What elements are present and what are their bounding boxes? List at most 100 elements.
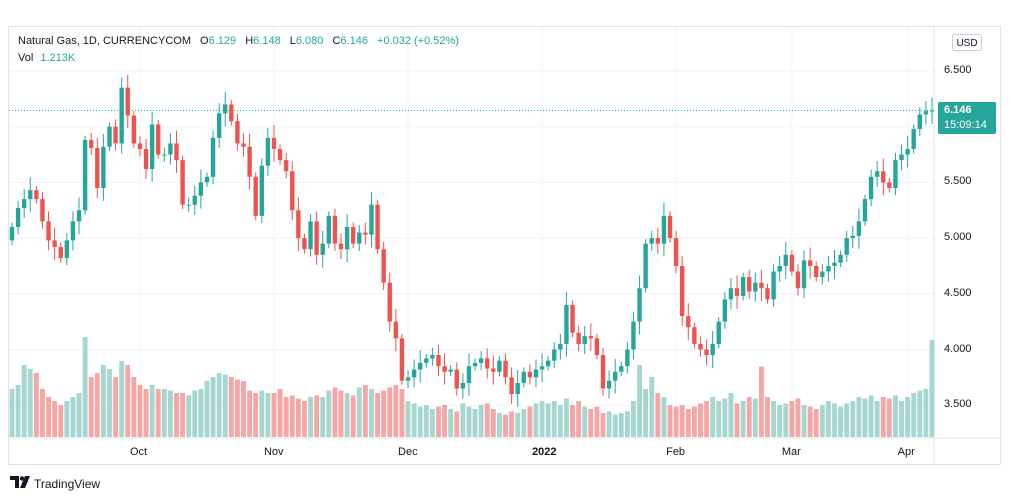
volume-bar [734, 403, 740, 437]
volume-bar [923, 389, 929, 437]
candle-body [442, 366, 447, 372]
volume-bar [308, 397, 313, 437]
volume-bar [606, 411, 612, 437]
candle-body [491, 368, 496, 372]
candle-body [344, 226, 350, 250]
volume-bar [679, 405, 685, 437]
candle-body [168, 143, 173, 155]
candle-body [180, 160, 185, 205]
volume-bar [484, 403, 490, 437]
candle-body [137, 143, 143, 149]
candle-body [277, 148, 283, 161]
volume-bar [271, 393, 277, 437]
volume-bar [411, 403, 417, 437]
volume-bar [588, 409, 594, 437]
volume-bar [448, 409, 454, 437]
volume-bar [222, 374, 228, 437]
candle-body [521, 371, 526, 383]
volume-bar [673, 406, 679, 437]
volume-bar [161, 389, 167, 437]
volume-bar [210, 377, 216, 437]
volume-bar [216, 373, 222, 437]
volume-bar [295, 398, 301, 437]
volume-bar [722, 398, 728, 437]
volume-bar [320, 397, 326, 437]
candle-body [661, 215, 667, 244]
volume-bar [771, 401, 777, 437]
volume-bar [113, 377, 119, 437]
candle-body [801, 260, 807, 289]
tradingview-logo-icon [10, 476, 32, 491]
candle-body [759, 282, 764, 289]
candle-body [320, 243, 325, 255]
time-tick-label: Oct [129, 446, 148, 458]
candle-body [314, 221, 319, 255]
candle-body [241, 143, 246, 147]
candle-body [503, 360, 508, 378]
candle-body [807, 260, 813, 266]
candle-body [326, 215, 332, 244]
volume-bar [698, 403, 703, 437]
volume-bar [899, 401, 904, 437]
open-value: 6.129 [208, 35, 237, 47]
candle-body [795, 271, 801, 289]
candle-body [777, 265, 782, 272]
candle-body [649, 238, 654, 244]
volume-bar [466, 406, 472, 437]
volume-bar [490, 409, 496, 437]
candle-body [101, 146, 106, 188]
volume-bar [375, 393, 380, 437]
candle-body [612, 371, 618, 381]
candle-body [923, 111, 929, 115]
volume-bar [576, 401, 582, 437]
candle-body [357, 232, 362, 244]
volume-bar [131, 377, 137, 437]
candle-body [70, 221, 76, 241]
candle-body [143, 148, 149, 170]
candle-body [552, 349, 557, 361]
volume-bar [618, 413, 624, 437]
time-tick-label: Dec [398, 446, 418, 458]
volume-bar [52, 401, 58, 437]
candle-body [149, 124, 155, 170]
candle-body [58, 247, 63, 259]
volume-bar [417, 406, 423, 437]
currency-button[interactable]: USD [952, 34, 982, 51]
candle-body [204, 176, 210, 183]
volume-bar [813, 409, 819, 437]
volume-bar [746, 397, 752, 437]
candle-body [771, 271, 776, 300]
volume-bar [283, 397, 289, 437]
volume-bar [905, 397, 911, 437]
candle-body [28, 190, 33, 200]
candle-body [667, 215, 673, 239]
candle-body [686, 316, 691, 328]
candle-body [893, 160, 898, 188]
candle-body [95, 147, 100, 188]
candle-body [868, 176, 874, 200]
candle-body [753, 282, 758, 292]
volume-bar [917, 390, 923, 437]
volume-bar [326, 390, 332, 437]
tradingview-footer[interactable]: TradingView [10, 476, 100, 492]
candle-body [174, 143, 179, 161]
candle-body [466, 366, 472, 383]
candle-body [259, 165, 264, 216]
candle-body [436, 355, 441, 367]
volume-bar [88, 377, 94, 437]
bar-countdown: 15:09:14 [944, 119, 987, 132]
candle-body [411, 369, 417, 378]
volume-bar [691, 406, 697, 437]
volume-bar [155, 389, 161, 437]
volume-bar [125, 365, 131, 437]
candle-body [15, 208, 21, 227]
candle-body [131, 115, 137, 144]
volume-bar [58, 405, 64, 437]
volume-bar [277, 389, 283, 437]
candle-body [844, 238, 849, 255]
candle-body [338, 243, 344, 250]
candle-body [296, 210, 301, 239]
candle-body [862, 199, 868, 222]
volume-bar [405, 401, 411, 437]
